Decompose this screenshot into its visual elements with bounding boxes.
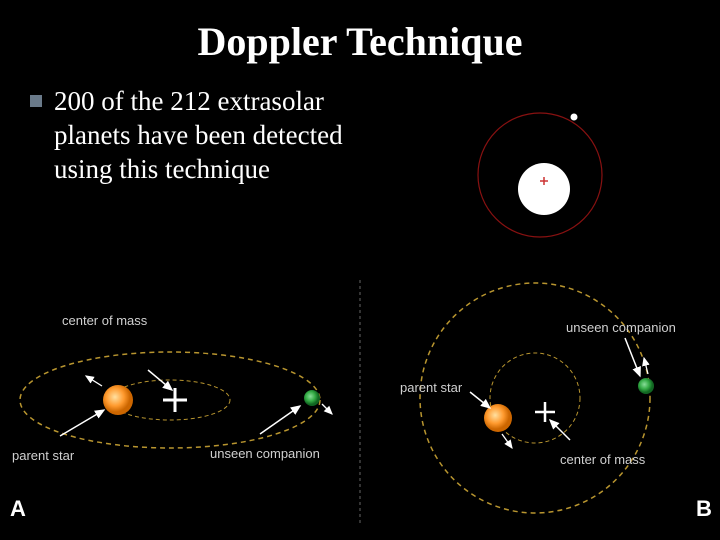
unseen-companion-b	[638, 378, 654, 394]
parent-star-b	[484, 404, 512, 432]
bullet-marker	[30, 95, 42, 107]
barycenter-plus-b	[535, 402, 555, 422]
slide-title: Doppler Technique	[0, 0, 720, 75]
parent-star-a	[103, 385, 133, 415]
label-com-b: center of mass	[560, 452, 646, 467]
barycenter-plus-a	[163, 388, 187, 412]
arrow-b-3	[625, 338, 640, 376]
arrow-a-3	[260, 406, 300, 434]
arrow-b-2	[470, 392, 490, 408]
label-companion-b: unseen companion	[566, 320, 676, 335]
panel-b: unseen companion parent star center of m…	[400, 283, 676, 513]
planet-dot	[571, 114, 578, 121]
motion-planet-b	[644, 358, 648, 374]
motion-planet-a	[322, 404, 332, 414]
star-body	[518, 163, 570, 215]
label-com-a: center of mass	[62, 313, 148, 328]
label-star-a: parent star	[12, 448, 75, 463]
unseen-companion-a	[304, 390, 320, 406]
panel-label-b: B	[696, 496, 712, 521]
arrow-a-2	[60, 410, 104, 436]
label-star-b: parent star	[400, 380, 463, 395]
motion-star-a	[86, 376, 102, 386]
bullet-item: 200 of the 212 extrasolar planets have b…	[30, 85, 390, 186]
orbit-panels: center of mass parent star unseen compan…	[0, 280, 720, 540]
bullet-text: 200 of the 212 extrasolar planets have b…	[54, 85, 390, 186]
top-orbit-diagram	[440, 95, 640, 255]
motion-star-b	[502, 434, 512, 448]
orbit-outer-b	[420, 283, 650, 513]
label-companion-a: unseen companion	[210, 446, 320, 461]
panel-a: center of mass parent star unseen compan…	[12, 313, 332, 463]
panel-label-a: A	[10, 496, 26, 521]
